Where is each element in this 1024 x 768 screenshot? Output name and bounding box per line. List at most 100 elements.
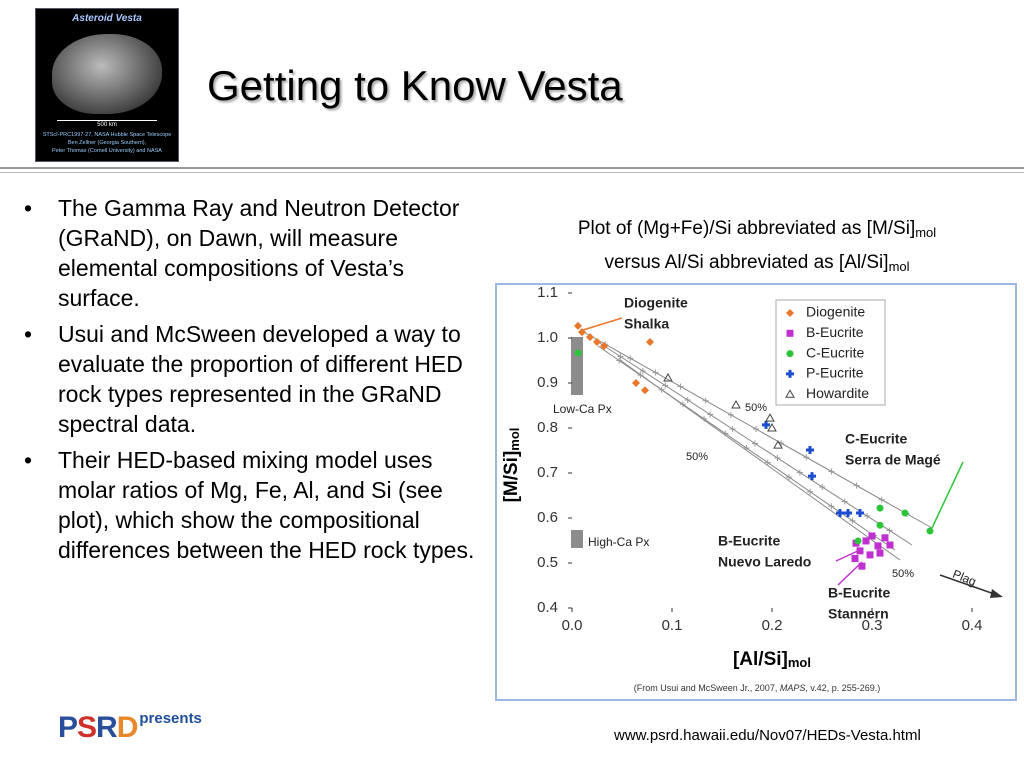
- annotation: 50%: [686, 451, 708, 463]
- pointer: [837, 561, 863, 586]
- caption-sub: mol: [915, 225, 937, 240]
- legend-marker: [786, 350, 794, 358]
- legend-marker: [785, 389, 795, 398]
- annotation: B-Eucrite: [718, 533, 780, 549]
- point: [574, 349, 582, 357]
- y-tick-label: 0.9: [537, 374, 558, 391]
- point: [767, 422, 777, 432]
- asteroid: [52, 34, 162, 114]
- annotation: Nuevo Laredo: [718, 554, 811, 570]
- point: [868, 532, 876, 540]
- annotation: Serra de Magé: [845, 452, 941, 468]
- logo-letter: D: [116, 711, 139, 744]
- arrow-head: [990, 589, 1003, 598]
- point: [808, 472, 816, 481]
- x-tick-label: 0.2: [762, 617, 783, 634]
- point: [851, 555, 859, 562]
- legend-label: P-Eucrite: [806, 365, 864, 381]
- x-tick-label: 0.4: [962, 617, 983, 634]
- point: [876, 521, 884, 529]
- point: [632, 379, 640, 387]
- plot-caption: Plot of (Mg+Fe)/Si abbreviated as [M/Si]…: [496, 214, 1018, 282]
- logo-letter: P: [58, 711, 78, 744]
- logo-letter: S: [77, 711, 97, 744]
- point: [762, 420, 770, 429]
- legend-marker: [786, 369, 794, 378]
- annotation: Stannern: [828, 606, 889, 622]
- y-tick-label: 1.0: [537, 329, 558, 346]
- point: [856, 509, 864, 518]
- px-bar: [571, 337, 583, 395]
- point: [600, 342, 608, 351]
- label-sub: mol: [507, 428, 522, 451]
- point: [574, 321, 582, 330]
- point: [578, 328, 586, 337]
- point: [844, 509, 852, 518]
- y-tick-label: 0.4: [537, 599, 558, 616]
- point: [858, 562, 866, 570]
- plag-arrow: [939, 574, 1001, 597]
- legend-label: Howardite: [806, 385, 869, 401]
- logo-tagline: presents: [139, 710, 202, 727]
- px-bar: [571, 530, 583, 548]
- point: [586, 333, 594, 342]
- separator: [0, 167, 1024, 169]
- point: [731, 400, 741, 409]
- chart: 0.4 0.5 0.6 0.7 0.8 0.9 1.0 1.1 0.0 0.1 0.2 0.3 0.4 […: [495, 283, 1017, 701]
- point: [836, 509, 844, 518]
- legend-label: C-Eucrite: [806, 344, 865, 360]
- caption-sub: mol: [888, 259, 910, 274]
- source-note: (From Usui and McSween Jr., 2007, MAPS, …: [634, 683, 880, 693]
- source-part: , v.42, p. 255-269.): [805, 683, 880, 693]
- point: [641, 386, 649, 395]
- legend-marker: [786, 329, 794, 337]
- point: [866, 551, 874, 559]
- source-part: MAPS: [780, 683, 806, 693]
- point: [593, 338, 601, 347]
- legend-marker: [786, 309, 794, 317]
- y-tick-label: 0.8: [537, 419, 558, 436]
- x-tick-label: 0.0: [562, 617, 583, 634]
- legend: [775, 299, 886, 406]
- point: [765, 413, 775, 422]
- label-main: [Al/Si]: [733, 649, 788, 670]
- logo-letter: R: [96, 711, 118, 744]
- source-url: www.psrd.hawaii.edu/Nov07/HEDs-Vesta.htm…: [614, 727, 921, 744]
- vesta-image: Asteroid Vesta 500 km STScI-PRC1997-27, …: [35, 8, 179, 162]
- annotation: C-Eucrite: [845, 431, 907, 447]
- caption-text: Plot of (Mg+Fe)/Si abbreviated as [M/Si]: [577, 218, 916, 239]
- point: [663, 373, 673, 382]
- credit: STScI-PRC1997-27, NASA Hubble Space Tele…: [42, 132, 172, 138]
- label-main: [M/Si]: [501, 451, 522, 503]
- annotation: Low-Ca Px: [553, 402, 612, 416]
- legend-label: B-Eucrite: [806, 324, 864, 340]
- y-tick-label: 0.7: [537, 464, 558, 481]
- slide-title: Getting to Know Vesta: [207, 62, 623, 109]
- y-tick-label: 0.6: [537, 509, 558, 526]
- annotation: B-Eucrite: [828, 585, 890, 601]
- x-tick-label: 0.3: [862, 617, 883, 634]
- annotation: High-Ca Px: [588, 535, 649, 549]
- label-sub: mol: [788, 655, 811, 670]
- point: [886, 541, 894, 549]
- point: [856, 547, 864, 555]
- legend-label: Diogenite: [806, 304, 865, 320]
- annotation: Diogenite: [624, 295, 688, 311]
- bullet-list: The Gamma Ray and Neutron Detector (GRaN…: [20, 193, 475, 571]
- bullet: The Gamma Ray and Neutron Detector (GRaN…: [20, 193, 475, 313]
- y-tick-label: 1.1: [537, 284, 558, 301]
- x-tick-label: 0.1: [662, 617, 683, 634]
- bullet: Their HED-based mixing model uses molar …: [20, 445, 475, 565]
- point: [862, 537, 870, 545]
- annotation: 50%: [745, 402, 767, 414]
- point: [854, 537, 862, 545]
- point: [874, 542, 882, 550]
- image-credits: STScI-PRC1997-27, NASA Hubble Space Tele…: [36, 131, 178, 155]
- credit: Peter Thomas (Cornell University) and NA…: [52, 148, 162, 154]
- point: [646, 338, 654, 347]
- credit: Ben Zellner (Georgia Southern),: [67, 140, 147, 146]
- separator: [0, 172, 1024, 173]
- source-part: (From Usui and McSween Jr., 2007,: [634, 683, 780, 693]
- point: [926, 527, 934, 535]
